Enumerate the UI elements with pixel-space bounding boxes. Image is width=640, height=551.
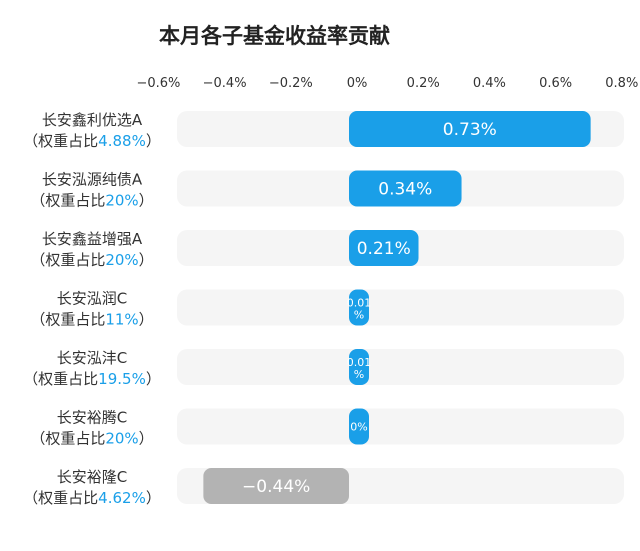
bar xyxy=(349,289,369,326)
bar xyxy=(203,468,349,504)
weight-label: （权重占比20%） xyxy=(30,192,153,210)
x-tick-label: 0.4% xyxy=(473,76,506,91)
x-tick-label: 0.2% xyxy=(407,76,440,91)
data-label: 0.01 xyxy=(347,297,372,310)
bar xyxy=(349,408,369,445)
bar xyxy=(349,349,369,385)
weight-label: （权重占比11%） xyxy=(30,311,153,329)
chart-title: 本月各子基金收益率贡献 xyxy=(159,24,390,48)
x-tick-label: −0.6% xyxy=(136,76,180,91)
data-label: % xyxy=(354,309,364,322)
x-tick-label: 0.6% xyxy=(539,76,572,91)
x-tick-label: 0% xyxy=(347,76,368,91)
data-label: % xyxy=(354,368,364,381)
data-label: 0% xyxy=(350,421,367,434)
bar-track xyxy=(177,289,624,326)
category-label: 长安泓源纯债A xyxy=(42,171,143,189)
category-label: 长安鑫益增强A xyxy=(42,230,143,248)
weight-label: （权重占比20%） xyxy=(30,430,153,448)
category-label: 长安鑫利优选A xyxy=(42,111,143,129)
bar xyxy=(349,230,419,266)
bar-track xyxy=(177,408,624,445)
bar xyxy=(349,111,591,147)
x-tick-label: −0.2% xyxy=(269,76,313,91)
category-label: 长安泓沣C xyxy=(57,349,127,367)
data-label: 0.21% xyxy=(357,239,411,259)
weight-label: （权重占比20%） xyxy=(30,251,153,269)
weight-label: （权重占比4.62%） xyxy=(23,489,161,507)
weight-label: （权重占比19.5%） xyxy=(23,370,161,388)
bar xyxy=(349,170,462,207)
category-label: 长安裕隆C xyxy=(57,468,127,486)
data-label: 0.34% xyxy=(378,180,432,200)
data-label: 0.01 xyxy=(347,356,372,369)
x-tick-label: −0.4% xyxy=(203,76,247,91)
x-tick-label: 0.8% xyxy=(605,76,638,91)
bar-track xyxy=(177,349,624,385)
data-label: 0.73% xyxy=(443,120,497,140)
category-label: 长安泓润C xyxy=(57,290,127,308)
category-label: 长安裕腾C xyxy=(57,409,127,427)
weight-label: （权重占比4.88%） xyxy=(23,132,161,150)
data-label: −0.44% xyxy=(242,477,310,497)
